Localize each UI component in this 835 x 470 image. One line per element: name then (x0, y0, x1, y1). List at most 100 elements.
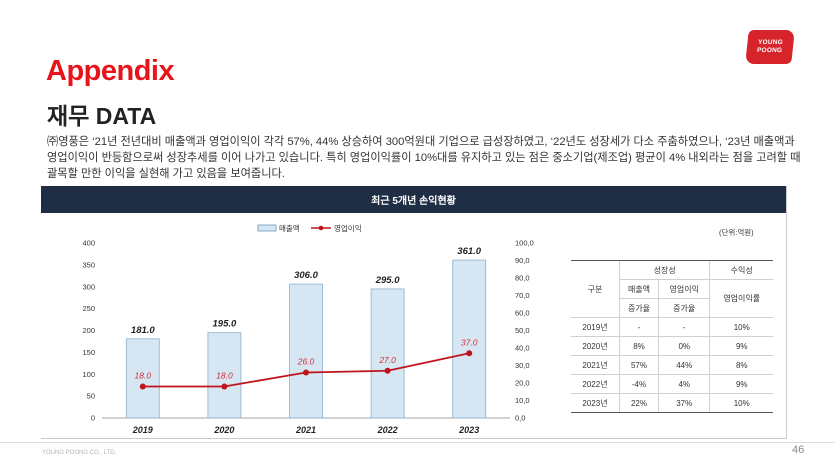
table-header-row: 구분 성장성 수익성 (571, 260, 773, 318)
row-op-growth: - (657, 317, 710, 337)
table-row: 2022년 -4% 4% 9% (571, 374, 773, 394)
row-year: 2021년 (571, 355, 620, 375)
y-right-tick-label: 10,0 (515, 396, 530, 405)
line-value-label: 18.0 (216, 371, 233, 381)
y-right-tick-label: 0,0 (515, 414, 525, 423)
x-tick-label: 2020 (213, 425, 234, 435)
y-right-tick-label: 60,0 (515, 309, 530, 318)
legend-marker-op (318, 225, 324, 231)
unit-label: (단위:억원) (719, 228, 754, 237)
row-margin: 9% (709, 374, 773, 394)
header-growth: 성장성 (618, 260, 710, 280)
y-right-tick-label: 30,0 (515, 361, 530, 370)
row-op-growth: 44% (657, 355, 710, 375)
x-axis-labels: 2019 2020 2021 2022 2023 (132, 425, 479, 435)
bar-value-label: 195.0 (213, 319, 237, 330)
op-profit-point (303, 369, 309, 376)
bar-value-labels: 181.0 195.0 306.0 295.0 361.0 (131, 246, 482, 336)
header-margin: 영업이익률 (709, 279, 773, 318)
legend-label-op: 영업이익 (334, 223, 362, 233)
y-left-tick-label: 350 (82, 260, 95, 269)
y-left-tick-label: 150 (82, 348, 95, 357)
header-operating-profit: 영업이익 (657, 279, 710, 299)
header-op-rate: 증가율 (657, 298, 710, 318)
op-profit-point (221, 383, 228, 390)
panel-title: 최근 5개년 손익현황 (41, 186, 786, 213)
y-axis-left: 0 50 100 150 200 250 300 350 400 (82, 239, 95, 423)
y-left-tick-label: 400 (82, 239, 95, 248)
growth-profit-table: 구분 성장성 수익성 매출액 영업이익 영업이익률 증가율 증가율 2019년 … (571, 260, 773, 413)
description-text: ㈜영풍은 ‘21년 전년대비 매출액과 영업이익이 각각 57%, 44% 상승… (47, 136, 801, 180)
op-profit-point (139, 383, 146, 390)
y-right-tick-label: 40,0 (515, 344, 530, 353)
bar-value-label: 361.0 (457, 246, 481, 257)
table-row: 2021년 57% 44% 8% (571, 355, 773, 375)
x-tick-label: 2023 (458, 425, 479, 435)
line-value-label: 37.0 (461, 337, 478, 347)
row-sales-growth: 57% (619, 355, 659, 375)
y-axis-right: 0,0 10,0 20,0 30,0 40,0 50,0 60,0 70,0 80,0 90,0 1… (515, 239, 534, 423)
bar-value-label: 181.0 (131, 325, 155, 336)
line-series (139, 350, 473, 390)
row-year: 2023년 (571, 393, 620, 413)
row-sales-growth: 8% (619, 336, 659, 356)
header-sales-rate: 증가율 (619, 298, 659, 318)
table-row: 2023년 22% 37% 10% (571, 393, 773, 413)
row-margin: 10% (709, 393, 773, 413)
x-tick-label: 2019 (132, 425, 153, 435)
row-op-growth: 37% (657, 393, 710, 413)
row-year: 2022년 (571, 374, 620, 394)
y-left-tick-label: 50 (87, 392, 95, 401)
y-right-tick-label: 80,0 (515, 274, 530, 283)
row-year: 2020년 (571, 336, 620, 356)
bar-value-label: 295.0 (375, 275, 400, 286)
y-right-tick-label: 20,0 (515, 379, 530, 388)
financial-panel: 최근 5개년 손익현황 (41, 186, 787, 439)
page-number: 46 (792, 444, 805, 456)
y-left-tick-label: 300 (82, 282, 95, 291)
header-sales: 매출액 (619, 279, 659, 299)
op-profit-point (466, 350, 473, 357)
legend-swatch-sales (257, 224, 277, 232)
row-op-growth: 0% (657, 336, 710, 356)
line-value-label: 27.0 (378, 355, 396, 365)
bar-series (125, 259, 487, 419)
line-value-label: 26.0 (297, 357, 315, 367)
footer-company: YOUNG POONG CO., LTD. (42, 450, 117, 456)
y-right-tick-label: 100,0 (515, 239, 534, 248)
table-header-row: 증가율 증가율 (571, 298, 773, 318)
y-right-tick-label: 90,0 (515, 256, 530, 265)
chart-legend: 매출액 영업이익 (257, 223, 362, 233)
row-margin: 9% (709, 336, 773, 356)
y-left-tick-label: 200 (82, 326, 95, 335)
y-left-tick-label: 100 (82, 370, 95, 379)
table-header-row: 매출액 영업이익 영업이익률 (571, 279, 773, 318)
table-row: 2019년 - - 10% (571, 317, 773, 337)
x-tick-label: 2021 (295, 425, 316, 435)
y-left-tick-label: 0 (91, 414, 95, 423)
section-heading: Appendix (46, 55, 175, 87)
op-profit-point (384, 367, 391, 374)
y-right-tick-label: 50,0 (515, 326, 530, 335)
row-year: 2019년 (571, 317, 620, 337)
table-row: 2020년 8% 0% 9% (571, 336, 773, 356)
bar-2020 (207, 332, 242, 419)
x-tick-label: 2022 (377, 425, 398, 435)
row-margin: 8% (709, 355, 773, 375)
y-left-tick-label: 250 (82, 304, 95, 313)
line-value-labels: 18.0 18.0 26.0 27.0 37.0 (135, 337, 478, 380)
bar-2023 (452, 259, 487, 419)
page-subtitle: 재무 DATA (47, 103, 157, 129)
footer-divider (0, 442, 835, 443)
bar-2022 (370, 288, 405, 419)
legend-label-sales: 매출액 (279, 223, 300, 233)
row-sales-growth: 22% (619, 393, 659, 413)
header-category: 구분 (571, 260, 620, 318)
bar-value-label: 306.0 (294, 270, 318, 281)
row-sales-growth: -4% (619, 374, 659, 394)
header-profitability: 수익성 (709, 260, 773, 280)
row-op-growth: 4% (657, 374, 710, 394)
row-sales-growth: - (619, 317, 659, 337)
bar-2021 (289, 283, 323, 419)
